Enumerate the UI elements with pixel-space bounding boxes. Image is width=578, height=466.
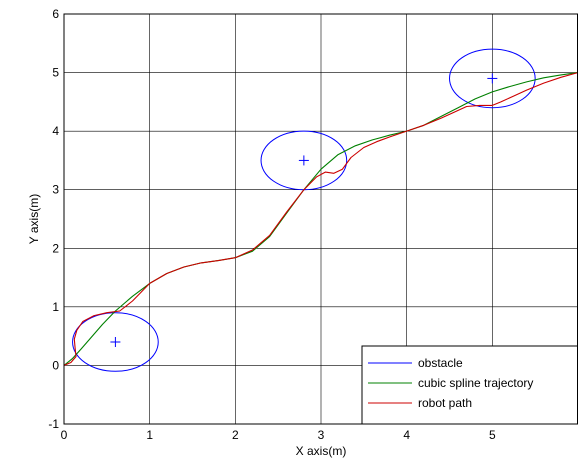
x-tick-label-5: 5 (489, 428, 496, 442)
plot-area (63, 48, 578, 372)
x-tick-label-0: 0 (61, 428, 68, 442)
x-tick-label-2: 2 (232, 428, 239, 442)
y-tick-label-4: 4 (52, 124, 59, 138)
obstacle-circle-1 (72, 312, 159, 372)
legend-box (361, 345, 578, 425)
legend-label-3: robot path (418, 396, 472, 410)
x-tick-label-1: 1 (146, 428, 153, 442)
y-tick-label--1: -1 (48, 417, 59, 431)
x-tick-label-4: 4 (403, 428, 410, 442)
y-axis-label: Y axis(m) (27, 194, 41, 244)
x-tick-label-3: 3 (318, 428, 325, 442)
legend: obstacle cubic spline trajectory robot pat… (361, 345, 578, 425)
legend-label-2: cubic spline trajectory (418, 376, 533, 390)
y-tick-label-5: 5 (52, 66, 59, 80)
x-axis-label: X axis(m) (296, 444, 347, 458)
y-tick-label-1: 1 (52, 300, 59, 314)
y-tick-label-6: 6 (52, 7, 59, 21)
y-tick-label-0: 0 (52, 358, 59, 372)
y-tick-label-2: 2 (52, 241, 59, 255)
obstacle-circle-3 (449, 48, 536, 109)
series-line-robot-path (63, 72, 578, 366)
y-tick-label-3: 3 (52, 183, 59, 197)
legend-label-1: obstacle (418, 356, 463, 370)
